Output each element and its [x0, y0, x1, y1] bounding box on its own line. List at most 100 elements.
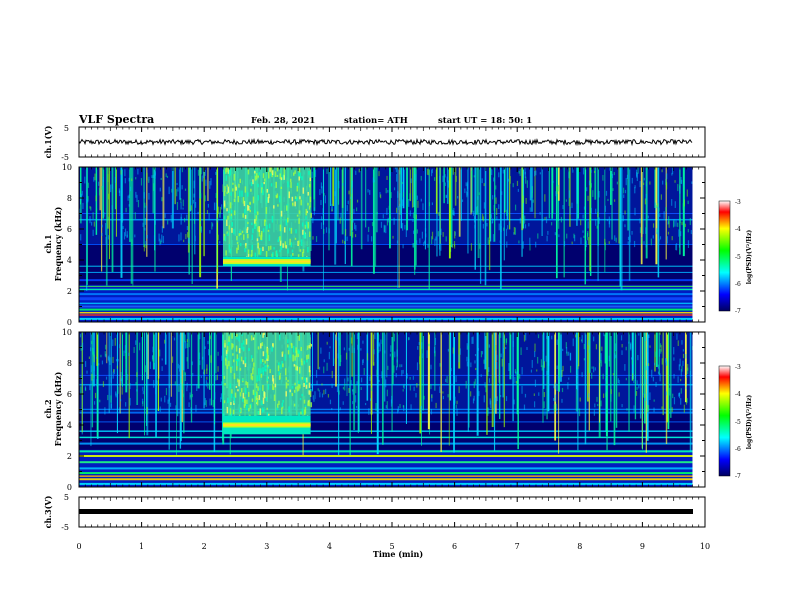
- burst-speckle: [256, 398, 259, 406]
- burst-speckle: [228, 336, 230, 342]
- spectrogram-speckle: [79, 208, 81, 215]
- burst-speckle: [225, 168, 227, 174]
- ch1-cbar-tick-m3: -3: [735, 199, 741, 206]
- burst-speckle: [226, 353, 228, 360]
- spectrogram-speckle: [639, 218, 641, 224]
- burst-speckle: [257, 243, 260, 247]
- burst-speckle: [258, 247, 260, 255]
- spectrogram-speckle: [655, 202, 657, 211]
- spectrogram-speckle: [105, 353, 107, 358]
- burst-speckle: [301, 252, 304, 258]
- spectrogram-speckle: [344, 383, 346, 391]
- spectrogram-speckle: [576, 382, 579, 391]
- burst-speckle: [279, 240, 282, 246]
- burst-speckle: [260, 358, 262, 364]
- spectrogram-speckle: [154, 218, 156, 225]
- spectrogram-speckle: [488, 344, 490, 348]
- spectrogram-speckle: [645, 365, 647, 371]
- spectrogram-speckle: [683, 404, 685, 413]
- burst-speckle: [309, 370, 311, 377]
- spectrogram-speckle: [478, 391, 480, 397]
- spectrogram-speckle: [601, 346, 603, 351]
- spectrogram-speckle: [610, 181, 612, 184]
- sferic-line: [642, 167, 644, 235]
- burst-speckle: [263, 182, 265, 185]
- burst-speckle: [258, 172, 261, 176]
- spectrogram-speckle: [482, 216, 484, 222]
- burst-speckle: [225, 358, 227, 366]
- burst-speckle: [298, 334, 300, 341]
- spectrogram-speckle: [164, 395, 166, 403]
- spectrogram-speckle: [444, 174, 446, 178]
- spectrogram-speckle: [428, 343, 430, 347]
- spectrogram-speckle: [495, 185, 497, 190]
- spectrogram-speckle: [91, 340, 93, 345]
- spectrogram-speckle: [124, 345, 126, 354]
- sferic-line: [164, 332, 167, 365]
- spectrogram-speckle: [80, 194, 82, 198]
- spectrogram-speckle: [191, 361, 193, 366]
- ch2-ytick-10: 10: [62, 328, 72, 337]
- spectrogram-speckle: [117, 386, 119, 394]
- spectrogram-speckle: [445, 236, 447, 242]
- spectrogram-speckle: [318, 389, 320, 392]
- sferic-line: [434, 332, 436, 391]
- sferic-line: [610, 167, 612, 205]
- spectrogram-speckle: [657, 371, 660, 374]
- spectrogram-speckle: [104, 344, 107, 350]
- spectrogram-speckle: [207, 382, 209, 389]
- burst-speckle: [275, 194, 278, 198]
- burst-speckle: [291, 386, 294, 389]
- spectrogram-speckle: [621, 350, 623, 355]
- burst-speckle: [305, 216, 307, 220]
- spectrogram-speckle: [636, 380, 638, 385]
- spectrogram-speckle: [591, 372, 593, 379]
- spectrogram-speckle: [80, 386, 82, 395]
- spectrogram-speckle: [630, 342, 632, 351]
- burst-speckle: [242, 346, 245, 352]
- spectrogram-speckle: [659, 214, 661, 217]
- burst-speckle: [252, 196, 255, 204]
- spectrogram-speckle: [524, 224, 527, 229]
- spectrogram-speckle: [658, 238, 660, 242]
- spectrogram-speckle: [137, 199, 140, 208]
- burst-speckle: [238, 348, 241, 354]
- burst-speckle: [224, 383, 226, 386]
- ch2-ytick-0: 0: [67, 483, 72, 492]
- spectrogram-speckle: [360, 387, 362, 391]
- burst-speckle: [271, 170, 274, 176]
- burst-speckle: [247, 169, 250, 175]
- spectrogram-speckle: [666, 173, 668, 180]
- spectrogram-speckle: [495, 197, 497, 204]
- spectrogram-speckle: [161, 358, 163, 361]
- burst-speckle: [253, 362, 255, 367]
- burst-speckle: [309, 390, 312, 397]
- burst-speckle: [258, 230, 261, 237]
- spectrogram-speckle: [585, 240, 587, 248]
- burst-speckle: [290, 342, 293, 346]
- spectrogram-speckle: [389, 169, 391, 177]
- figure-title: VLF Spectra: [78, 113, 154, 126]
- spectrogram-speckle: [94, 173, 96, 181]
- burst-speckle: [227, 215, 229, 220]
- sferic-line: [487, 332, 489, 377]
- burst-speckle: [236, 378, 239, 383]
- spectrogram-speckle: [321, 393, 324, 398]
- burst-speckle: [293, 364, 296, 367]
- spectrogram-speckle: [125, 207, 127, 213]
- burst-speckle: [263, 391, 265, 397]
- spectrogram-speckle: [421, 231, 424, 239]
- spectrogram-speckle: [119, 190, 121, 197]
- spectrogram-speckle: [474, 378, 476, 385]
- spectrogram-speckle: [395, 373, 397, 378]
- burst-speckle: [264, 365, 266, 372]
- spectrogram-speckle: [376, 212, 378, 215]
- spectrogram-speckle: [523, 404, 526, 410]
- spectrogram-speckle: [415, 214, 418, 220]
- burst-speckle: [242, 360, 245, 365]
- spectrogram-speckle: [92, 347, 94, 355]
- spectrogram-speckle: [635, 390, 638, 396]
- spectrogram-speckle: [565, 199, 568, 202]
- spectrogram-speckle: [348, 387, 350, 393]
- burst-speckle: [269, 245, 272, 250]
